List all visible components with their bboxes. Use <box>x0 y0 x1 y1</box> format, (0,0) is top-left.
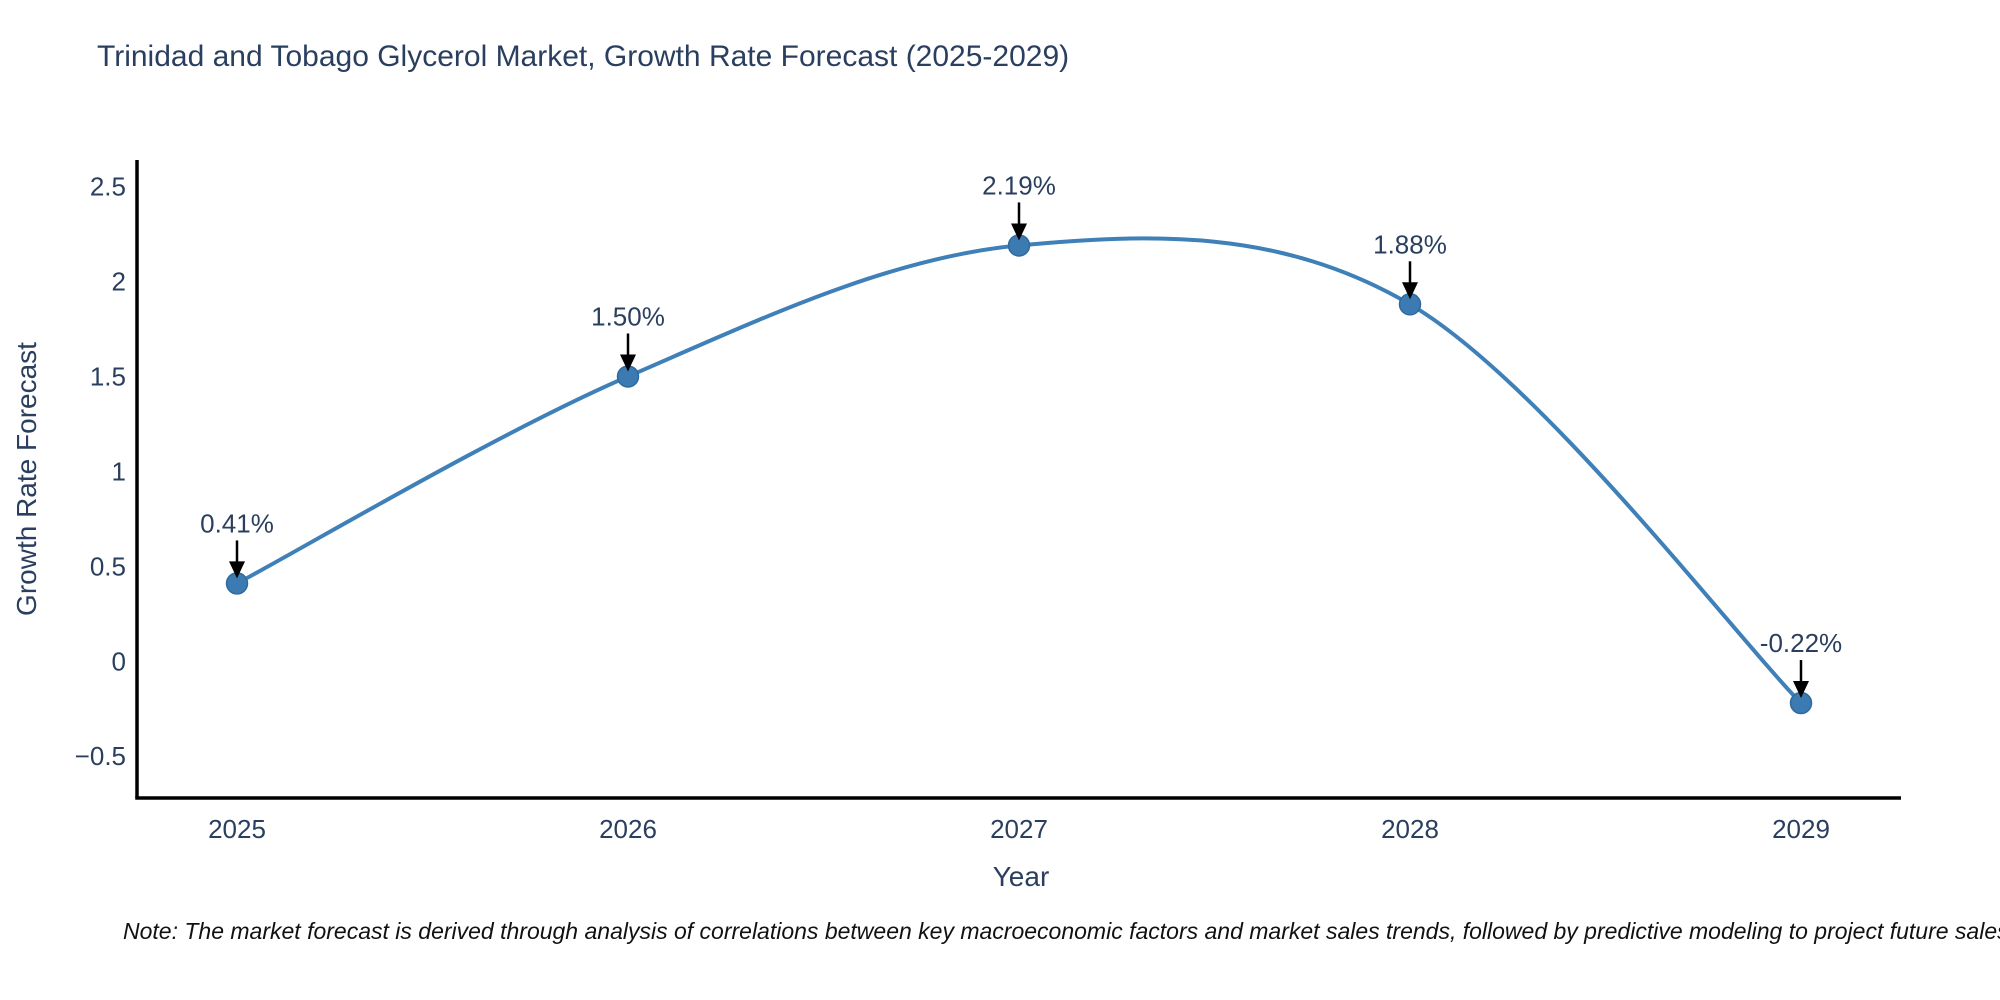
y-tick-label: −0.5 <box>75 741 126 771</box>
line-series <box>236 236 1803 705</box>
axes <box>135 160 1901 800</box>
x-axis-tick-labels: 2025 2026 2027 2028 2029 <box>208 814 1830 844</box>
annotation-value-label: 0.41% <box>200 508 274 538</box>
y-tick-label: 0.5 <box>90 551 126 581</box>
x-axis-title: Year <box>993 861 1050 892</box>
chart-title: Trinidad and Tobago Glycerol Market, Gro… <box>97 40 1069 73</box>
annotation-2025: 0.41% <box>200 508 274 579</box>
annotation-value-label: 1.88% <box>1373 229 1447 259</box>
footnote: Note: The market forecast is derived thr… <box>123 918 2000 944</box>
annotation-2028: 1.88% <box>1373 229 1447 300</box>
arrowhead-icon <box>1793 681 1809 699</box>
y-tick-label: 0 <box>112 646 126 676</box>
point-annotations: 0.41% 1.50% 2.19% 1.88% -0.22% <box>200 170 1842 699</box>
arrowhead-icon <box>229 561 245 579</box>
y-tick-label: 2.5 <box>90 172 126 202</box>
y-tick-label: 1 <box>112 456 126 486</box>
x-tick-label: 2026 <box>599 814 657 844</box>
annotation-value-label: 2.19% <box>982 170 1056 200</box>
x-tick-label: 2029 <box>1772 814 1830 844</box>
data-point-markers <box>225 234 1813 715</box>
annotation-value-label: -0.22% <box>1760 628 1842 658</box>
growth-rate-forecast-chart: Trinidad and Tobago Glycerol Market, Gro… <box>11 40 1901 892</box>
annotation-value-label: 1.50% <box>591 301 665 331</box>
y-tick-label: 2 <box>112 267 126 297</box>
annotation-2026: 1.50% <box>591 301 665 372</box>
x-tick-label: 2028 <box>1381 814 1439 844</box>
y-axis-tick-labels: −0.5 0 0.5 1 1.5 2 2.5 <box>75 172 126 772</box>
annotation-2027: 2.19% <box>982 170 1056 241</box>
y-axis-title: Growth Rate Forecast <box>11 342 42 616</box>
arrowhead-icon <box>620 354 636 372</box>
x-tick-label: 2027 <box>990 814 1048 844</box>
x-tick-label: 2025 <box>208 814 266 844</box>
arrowhead-icon <box>1011 223 1027 241</box>
y-tick-label: 1.5 <box>90 361 126 391</box>
arrowhead-icon <box>1402 282 1418 300</box>
annotation-2029: -0.22% <box>1760 628 1842 699</box>
